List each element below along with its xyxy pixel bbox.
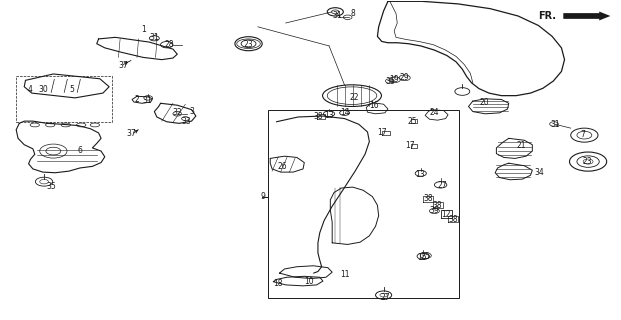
Text: 17: 17	[377, 128, 386, 137]
Text: 33: 33	[182, 117, 191, 126]
Text: 21: 21	[517, 141, 526, 150]
Text: 34: 34	[535, 168, 545, 177]
FancyArrow shape	[563, 12, 610, 20]
Text: 13: 13	[415, 170, 425, 179]
Text: 32: 32	[173, 108, 182, 117]
Text: 36: 36	[385, 77, 395, 86]
Text: 9: 9	[260, 192, 265, 201]
Text: 18: 18	[273, 279, 283, 288]
Text: 28: 28	[165, 40, 174, 49]
Text: 39: 39	[430, 206, 439, 215]
Text: 8: 8	[350, 9, 355, 18]
Text: 11: 11	[340, 270, 350, 279]
Text: 38: 38	[313, 112, 323, 121]
Text: 7: 7	[581, 130, 586, 139]
Text: 1: 1	[141, 25, 145, 34]
Text: 14: 14	[340, 108, 350, 117]
Text: 17: 17	[405, 141, 414, 150]
Text: 38: 38	[433, 201, 442, 210]
Text: 19: 19	[389, 75, 399, 84]
Text: 23: 23	[582, 157, 592, 166]
Text: 4: 4	[28, 85, 33, 94]
Text: 23: 23	[243, 40, 253, 49]
Text: 22: 22	[349, 93, 358, 102]
Text: 30: 30	[38, 85, 48, 94]
Text: 31: 31	[143, 96, 152, 105]
Text: 6: 6	[78, 146, 83, 155]
Text: 25: 25	[420, 252, 430, 261]
Text: 3: 3	[189, 107, 194, 116]
Text: 12: 12	[441, 210, 450, 219]
Text: 16: 16	[369, 101, 379, 110]
Text: 35: 35	[47, 182, 57, 191]
Text: 15: 15	[417, 253, 427, 262]
Text: 38: 38	[424, 194, 433, 204]
Text: 37: 37	[126, 129, 135, 138]
Text: 31: 31	[550, 120, 560, 130]
Text: 37: 37	[119, 60, 129, 69]
Text: 31: 31	[332, 12, 342, 20]
Text: 27: 27	[380, 292, 389, 301]
Text: 26: 26	[278, 162, 288, 171]
Text: 2: 2	[135, 95, 139, 104]
Text: 25: 25	[408, 116, 417, 126]
Text: 27: 27	[437, 181, 446, 190]
Text: 29: 29	[400, 73, 409, 82]
Text: 20: 20	[479, 98, 489, 107]
Text: 31: 31	[150, 33, 159, 42]
Text: FR.: FR.	[538, 11, 556, 21]
Text: 38: 38	[448, 215, 458, 224]
Text: 5: 5	[70, 85, 75, 94]
Text: 24: 24	[430, 108, 439, 117]
Text: 13: 13	[324, 111, 334, 120]
Text: 10: 10	[304, 277, 314, 286]
